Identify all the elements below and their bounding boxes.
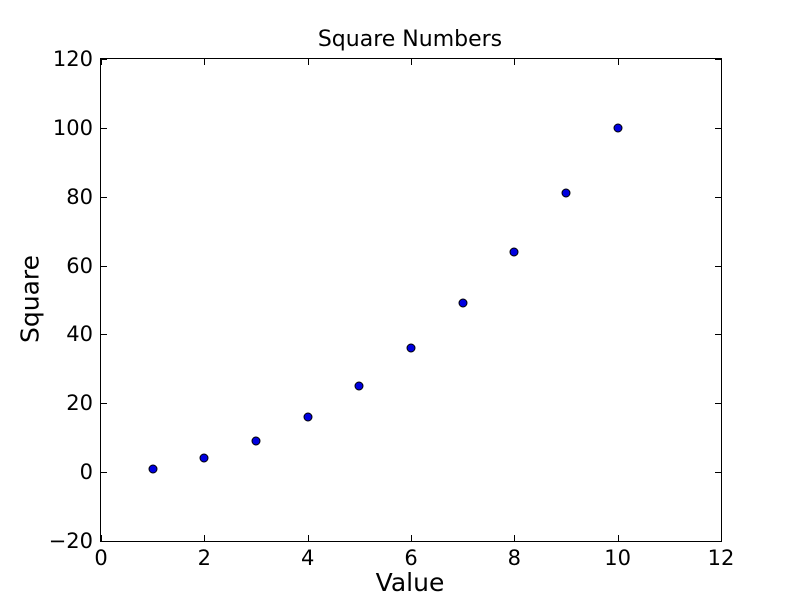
y-tick-mark	[101, 472, 107, 474]
data-point	[354, 381, 364, 391]
x-tick-label: 4	[300, 546, 315, 570]
x-tick-mark	[204, 535, 206, 541]
y-axis-label: Square	[15, 254, 45, 344]
y-tick-mark	[101, 196, 107, 198]
y-tick-mark	[101, 334, 107, 336]
y-tick-label: 60	[66, 253, 93, 278]
data-point	[148, 464, 158, 474]
y-tick-mark	[715, 334, 721, 336]
data-point	[303, 412, 313, 422]
y-tick-label: 80	[66, 184, 93, 209]
x-tick-mark	[204, 59, 206, 65]
data-point	[251, 436, 261, 446]
y-tick-label: 120	[52, 47, 93, 71]
x-tick-label: 2	[197, 546, 212, 570]
data-point	[458, 298, 468, 308]
y-tick-label: 100	[52, 115, 93, 140]
x-tick-label: 6	[404, 546, 418, 570]
y-tick-mark	[101, 403, 107, 405]
chart-title: Square Numbers	[317, 27, 503, 52]
data-point	[406, 343, 416, 353]
x-tick-mark	[307, 535, 309, 541]
x-tick-mark	[617, 59, 619, 65]
x-tick-mark	[307, 59, 309, 65]
x-tick-mark	[101, 59, 102, 65]
x-tick-mark	[101, 535, 102, 541]
y-tick-mark	[715, 403, 721, 405]
y-tick-mark	[715, 265, 721, 267]
y-tick-label: 40	[66, 322, 93, 347]
y-tick-label: 20	[66, 391, 93, 416]
x-axis-label: Value	[375, 568, 445, 597]
x-tick-mark	[514, 59, 516, 65]
x-tick-mark	[411, 59, 412, 65]
x-tick-label: 0	[94, 546, 108, 570]
plot-area: 0 2 4 6 8 10 12 −20 0 20 40 60 80 100 120	[49, 47, 735, 570]
y-tick-mark	[101, 541, 107, 542]
y-tick-mark	[715, 541, 721, 542]
data-point	[561, 188, 571, 198]
data-point	[613, 123, 623, 133]
data-point	[509, 247, 519, 257]
x-tick-mark	[721, 535, 722, 541]
x-tick-mark	[617, 535, 619, 541]
y-tick-mark	[101, 59, 107, 60]
y-tick-mark	[715, 196, 721, 198]
y-tick-mark	[715, 59, 721, 60]
data-point	[199, 453, 209, 463]
x-tick-mark	[411, 535, 412, 541]
y-tick-mark	[101, 265, 107, 267]
y-tick-mark	[715, 472, 721, 474]
y-tick-mark	[101, 127, 107, 129]
x-tick-label: 10	[604, 546, 632, 570]
y-tick-label: −20	[48, 529, 93, 553]
y-tick-mark	[715, 127, 721, 129]
y-tick-label: 0	[79, 460, 93, 485]
x-tick-mark	[514, 535, 516, 541]
x-tick-mark	[721, 59, 722, 65]
x-tick-label: 8	[507, 546, 522, 570]
x-tick-label: 12	[707, 546, 735, 570]
